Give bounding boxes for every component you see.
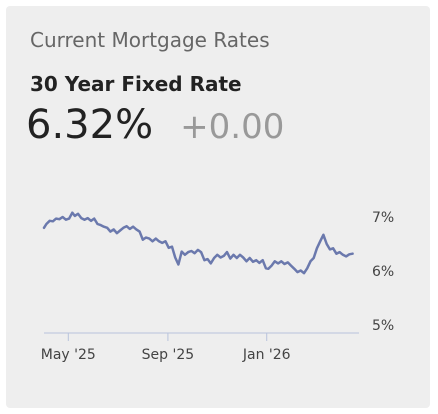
y-tick-label: 6% [372,264,394,280]
chart-series [42,211,354,275]
y-tick-label: 7% [372,210,394,226]
mortgage-rate-card: Current Mortgage Rates 30 Year Fixed Rat… [6,6,430,408]
y-tick-label: 5% [372,318,394,334]
y-tick-labels: 7% 6% 5% [372,210,394,334]
rate-change: +0.00 [180,107,285,147]
x-tick-label: May '25 [41,347,96,363]
x-tick-label: Jan '26 [242,347,291,363]
product-name: 30 Year Fixed Rate [30,72,242,96]
widget-title: Current Mortgage Rates [30,28,270,52]
x-tick-labels: May '25 Sep '25 Jan '26 [41,333,291,363]
rate-history-chart: 7% 6% 5% May '25 Sep '25 Jan '26 [41,210,394,363]
rate-row: 6.32% +0.00 [26,102,284,148]
x-tick-label: Sep '25 [142,347,195,363]
rate-value: 6.32% [26,102,154,148]
rate-series-line [42,211,354,275]
